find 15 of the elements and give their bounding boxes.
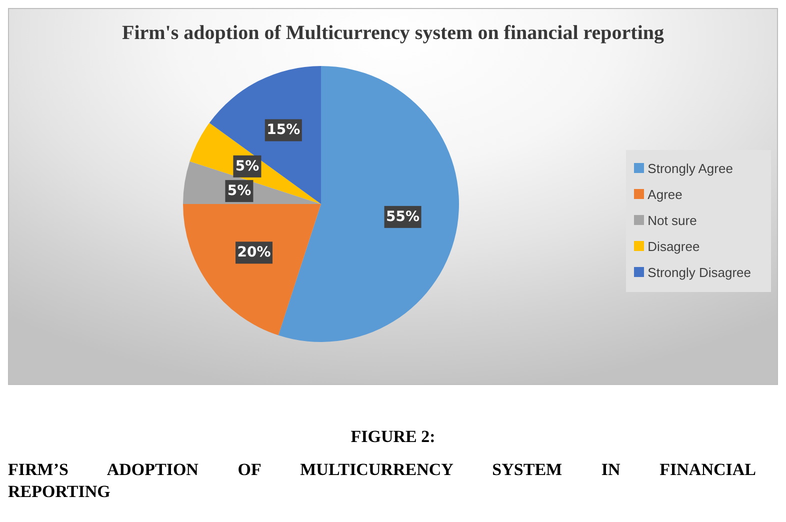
- data-label: 55%: [386, 208, 420, 225]
- legend-label: Not sure: [648, 212, 697, 228]
- data-label: 5%: [227, 183, 252, 200]
- data-label: 20%: [237, 244, 271, 261]
- data-label: 15%: [266, 122, 300, 138]
- text: FIRM’S ADOPTION OF MULTICURRENCY SYSTEM IN FINANCIAL REPORTING: [8, 460, 756, 501]
- caption: FIGURE 2:: [350, 427, 436, 446]
- data-label: 5%: [235, 158, 260, 174]
- legend-label: Disagree: [648, 238, 700, 254]
- chart-title: Firm's adoption of Multicurrency system on financial reporting: [122, 22, 664, 44]
- legend-label: Strongly Disagree: [648, 264, 751, 280]
- pie-slice: [183, 204, 321, 336]
- legend-label: Strongly Agree: [648, 160, 733, 176]
- legend-label: Agree: [648, 186, 682, 202]
- pie-slice: [209, 66, 321, 204]
